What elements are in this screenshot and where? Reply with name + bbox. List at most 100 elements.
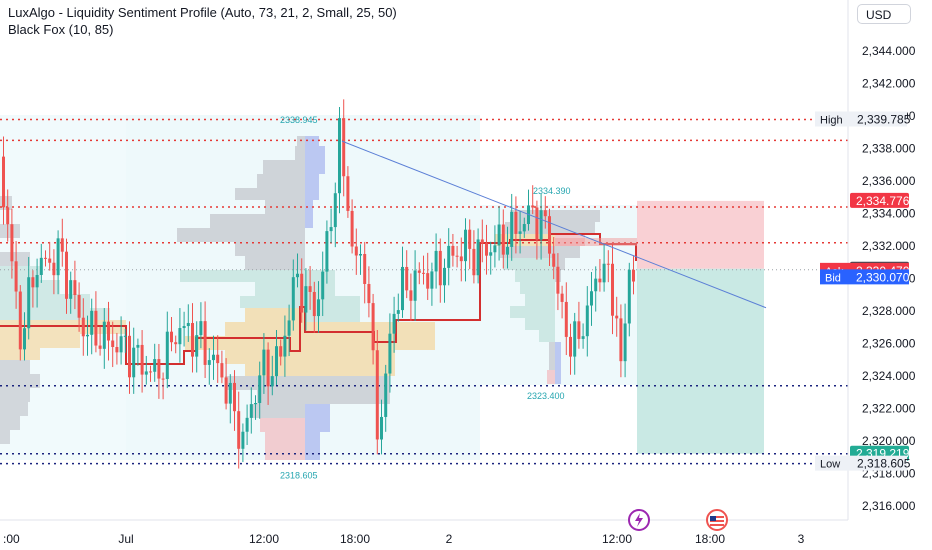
mid-profile-bar-right bbox=[305, 350, 395, 376]
candle-body bbox=[573, 321, 577, 357]
left-profile-bar bbox=[0, 334, 80, 348]
left-profile-bar bbox=[0, 416, 20, 430]
left-profile-bar bbox=[0, 294, 90, 308]
candle-body bbox=[18, 291, 22, 350]
mid-profile-bar-left bbox=[225, 376, 305, 390]
mid-profile-bar-left bbox=[265, 432, 305, 446]
mid-profile-bar-right bbox=[305, 200, 313, 228]
mid-profile-bar-left bbox=[265, 446, 305, 460]
candle-body bbox=[73, 280, 77, 296]
candle-body bbox=[464, 229, 467, 262]
mid-profile-bar-left bbox=[240, 296, 305, 308]
price-tag-value-bg bbox=[852, 455, 907, 471]
candle-body bbox=[182, 326, 186, 329]
candle-body bbox=[10, 224, 14, 262]
candle-body bbox=[468, 229, 472, 249]
candle-body bbox=[388, 333, 392, 374]
candle-body bbox=[350, 210, 354, 247]
candle-body bbox=[69, 280, 73, 299]
x-tick-label: 3 bbox=[798, 532, 805, 546]
candle-body bbox=[447, 245, 451, 268]
candle-body bbox=[308, 286, 312, 292]
candle-body bbox=[128, 335, 131, 378]
candle-body bbox=[245, 417, 249, 432]
left-profile-bar bbox=[0, 308, 110, 320]
candle-body bbox=[212, 354, 215, 361]
candle-body bbox=[619, 318, 623, 362]
candle-body bbox=[438, 250, 442, 286]
candle-body bbox=[560, 293, 564, 302]
trendline bbox=[341, 140, 767, 309]
candle-body bbox=[392, 313, 396, 334]
candle-body bbox=[581, 336, 585, 339]
candle-body bbox=[611, 263, 614, 316]
candle-body bbox=[216, 354, 220, 364]
candle-body bbox=[375, 350, 379, 440]
candle-body bbox=[493, 245, 497, 253]
candle-body bbox=[531, 205, 535, 208]
x-tick-label: 12:00 bbox=[249, 532, 279, 546]
mid-profile-bar-left bbox=[177, 228, 305, 242]
candle-body bbox=[136, 344, 140, 348]
candle-body bbox=[48, 258, 52, 263]
candle-body bbox=[270, 376, 274, 387]
candle-body bbox=[543, 210, 547, 217]
mid-profile-bar-left bbox=[245, 308, 305, 322]
candle-body bbox=[359, 253, 362, 256]
candle-body bbox=[590, 291, 593, 306]
mid-profile-bar-left bbox=[257, 174, 305, 188]
currency-selector[interactable]: USD bbox=[857, 4, 911, 24]
x-tick-label: 18:00 bbox=[340, 532, 370, 546]
x-tick-label: Jul bbox=[118, 532, 133, 546]
candle-body bbox=[27, 277, 31, 329]
flash-event-icon[interactable] bbox=[627, 508, 651, 532]
right-profile-bar-right bbox=[555, 246, 580, 258]
candle-body bbox=[367, 283, 371, 304]
candle-body bbox=[249, 404, 253, 418]
left-profile-bar bbox=[0, 196, 12, 210]
candle-body bbox=[149, 371, 152, 373]
candle-body bbox=[178, 328, 182, 345]
price-tag-label-bg bbox=[815, 455, 852, 471]
candle-body bbox=[426, 273, 430, 289]
profile-price-label: 2338.945 bbox=[280, 115, 318, 125]
candle-body bbox=[296, 273, 299, 278]
candle-body bbox=[186, 323, 190, 327]
candle-body bbox=[312, 291, 316, 317]
candle-body bbox=[321, 271, 325, 300]
mid-profile-bar-right bbox=[305, 270, 335, 296]
right-profile-bar-right bbox=[555, 258, 565, 270]
candle-body bbox=[548, 216, 551, 254]
candle-body bbox=[434, 250, 438, 272]
price-tag-value: 2,318.605 bbox=[857, 457, 911, 471]
candle-body bbox=[102, 321, 106, 349]
x-tick-label: 12:00 bbox=[602, 532, 632, 546]
candle-body bbox=[459, 256, 463, 262]
plot-area: 2338.945 2318.605 2334.390 2323.400 bbox=[0, 99, 848, 481]
candle-body bbox=[514, 211, 518, 234]
candle-body bbox=[111, 340, 115, 347]
candle-body bbox=[170, 331, 173, 343]
us-flag-event-icon[interactable] bbox=[703, 508, 731, 532]
candle-body bbox=[539, 210, 543, 240]
mid-profile-bar-left bbox=[245, 256, 305, 270]
y-tick-label: 2,334.000 bbox=[862, 207, 916, 221]
candle-body bbox=[602, 263, 606, 283]
candle-body bbox=[317, 299, 320, 317]
candle-body bbox=[258, 375, 262, 403]
indicator-title-lsp[interactable]: LuxAlgo - Liquidity Sentiment Profile (A… bbox=[8, 5, 397, 20]
candle-body bbox=[31, 277, 35, 288]
price-tag-label-bg bbox=[820, 269, 850, 285]
time-axis-background bbox=[0, 520, 848, 550]
candle-body bbox=[623, 323, 627, 362]
left-profile-bar bbox=[0, 388, 30, 402]
indicator-title-black-fox[interactable]: Black Fox (10, 85) bbox=[8, 22, 114, 37]
candle-body bbox=[535, 207, 539, 240]
mid-profile-bar-left bbox=[250, 404, 305, 418]
price-tag-value-bg bbox=[850, 192, 909, 208]
candle-body bbox=[44, 257, 47, 259]
left-profile-bar bbox=[0, 252, 30, 266]
candle-body bbox=[174, 342, 178, 345]
